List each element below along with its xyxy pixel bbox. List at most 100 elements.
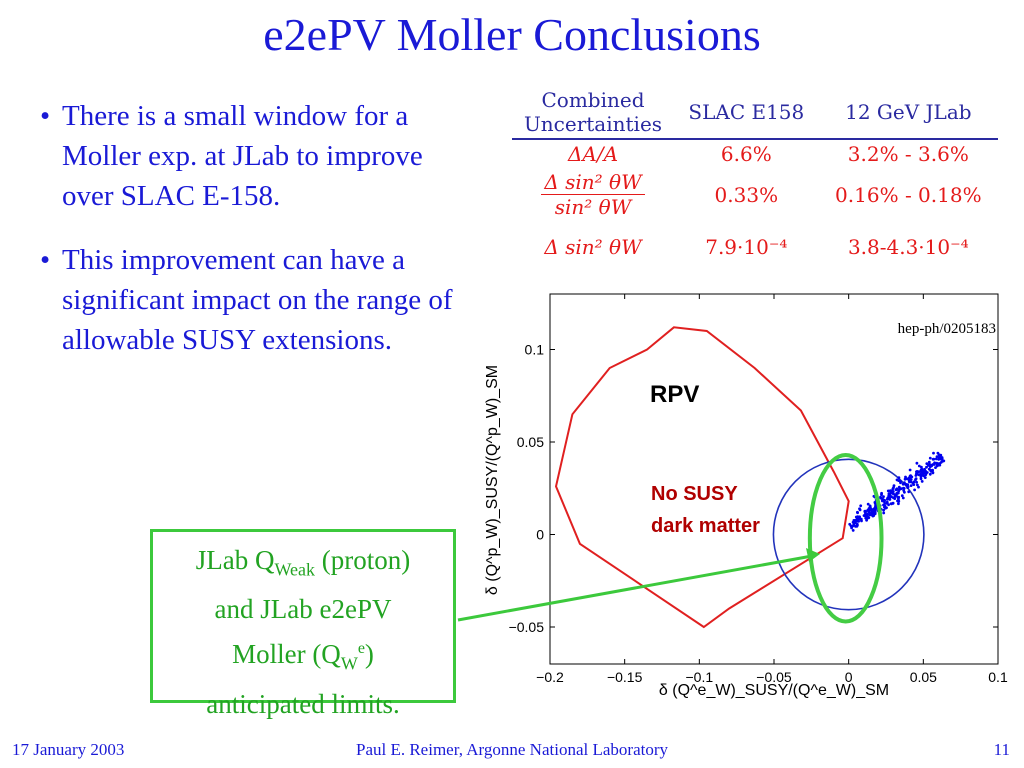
susy-data-point [933, 461, 936, 465]
table-row: Δ sin² θW 7.9·10⁻⁴ 3.8-4.3·10⁻⁴ [512, 221, 998, 261]
susy-data-point [902, 486, 905, 490]
y-tick-label: 0.1 [525, 342, 545, 358]
susy-data-point [920, 465, 923, 469]
susy-data-point [883, 505, 886, 509]
susy-data-point [906, 485, 910, 489]
susy-data-point [907, 478, 911, 482]
susy-data-point [882, 508, 885, 512]
susy-data-point [937, 456, 941, 460]
susy-data-point [895, 488, 899, 491]
susy-data-point [866, 515, 870, 519]
susy-data-point [885, 506, 888, 510]
susy-data-point [900, 494, 904, 498]
fraction: Δ sin² θW sin² θW [541, 170, 645, 219]
callout-arrow [457, 554, 813, 622]
row-label: Δ sin² θW sin² θW [512, 168, 674, 221]
susy-data-point [927, 467, 931, 471]
susy-data-point [904, 482, 908, 486]
table-row: ΔA/A 6.6% 3.2% - 3.6% [512, 139, 998, 168]
susy-data-point [856, 511, 859, 515]
susy-data-point [904, 475, 907, 479]
x-tick-label: 0.1 [988, 669, 1008, 685]
footer-page-number: 11 [993, 740, 1010, 759]
susy-data-point [856, 519, 860, 522]
susy-data-point [908, 468, 912, 472]
plot-frame [549, 293, 999, 665]
susy-data-point [873, 502, 877, 505]
susy-data-point [893, 494, 897, 498]
susy-data-point [919, 468, 923, 472]
footer-date: 17 January 2003 [12, 740, 125, 759]
susy-data-point [942, 459, 946, 463]
susy-data-point [915, 480, 918, 484]
y-tick-label: 0 [536, 527, 544, 543]
bullet-marker: • [40, 100, 51, 132]
susy-data-point [917, 464, 921, 468]
susy-data-point [859, 504, 863, 508]
susy-data-point [925, 465, 928, 469]
row-label: Δ sin² θW [544, 235, 642, 259]
susy-data-point [873, 508, 876, 512]
row-label: ΔA/A [567, 142, 619, 166]
susy-data-point [924, 469, 927, 473]
callout-line-2: and JLab e2ePV [214, 594, 392, 625]
susy-data-point [911, 481, 915, 485]
slac-value: 7.9·10⁻⁴ [705, 235, 788, 259]
susy-data-point [851, 529, 855, 532]
x-tick-label: 0 [845, 669, 853, 685]
susy-data-point [886, 497, 890, 501]
bullet-item: • There is a small window for a Moller e… [40, 96, 460, 216]
no-susy-dark-matter-circle [772, 458, 925, 611]
susy-data-point [928, 456, 932, 460]
susy-data-point [902, 489, 906, 492]
susy-data-point [882, 503, 885, 507]
jlab-value: 3.2% - 3.6% [847, 142, 969, 166]
susy-data-point [870, 512, 874, 516]
susy-data-point [917, 485, 920, 489]
susy-data-point [909, 478, 913, 481]
susy-data-point [868, 513, 871, 517]
x-tick-label: −0.1 [686, 669, 714, 685]
jlab-limits-ellipse [807, 452, 884, 624]
jlab-value: 0.16% - 0.18% [835, 182, 982, 207]
susy-data-point [885, 501, 888, 505]
susy-data-point [938, 462, 942, 465]
bullet-text: This improvement can have a significant … [62, 244, 453, 356]
susy-data-point [880, 493, 883, 496]
jlab-value: 3.8-4.3·10⁻⁴ [847, 235, 969, 259]
susy-data-point [931, 468, 934, 472]
susy-data-point [863, 509, 867, 513]
susy-data-point [888, 498, 892, 501]
susy-data-point [868, 508, 872, 512]
bullet-item: • This improvement can have a significan… [40, 240, 460, 360]
susy-data-point [879, 495, 882, 499]
callout-line-4: anticipated limits. [206, 688, 400, 719]
susy-data-point [858, 508, 862, 512]
header-12gev-jlab: 12 GeV JLab [845, 100, 972, 124]
susy-data-point [913, 488, 916, 492]
susy-data-point [923, 476, 927, 479]
susy-data-point [909, 484, 913, 487]
susy-data-point [921, 473, 924, 476]
y-tick-label: 0.05 [517, 434, 544, 450]
susy-data-point [899, 487, 903, 490]
slide-title: e2ePV Moller Conclusions [263, 9, 761, 60]
rpv-label: RPV [650, 381, 699, 408]
susy-data-point [887, 494, 891, 497]
susy-data-point [915, 461, 919, 465]
susy-data-point [897, 476, 901, 480]
susy-data-point [866, 502, 870, 506]
susy-data-point [932, 451, 935, 455]
no-susy-label-line2: dark matter [651, 515, 760, 537]
header-combined-uncertainties: Combined Uncertainties [523, 88, 663, 136]
slac-value: 0.33% [714, 182, 779, 207]
y-tick-label: −0.05 [509, 619, 545, 635]
susy-data-point [919, 475, 923, 478]
susy-data-point [920, 480, 924, 483]
susy-data-point [863, 514, 867, 517]
susy-data-point [899, 481, 902, 485]
susy-data-point [915, 471, 919, 475]
x-tick-label: −0.05 [756, 669, 792, 685]
slac-value: 6.6% [720, 142, 772, 166]
